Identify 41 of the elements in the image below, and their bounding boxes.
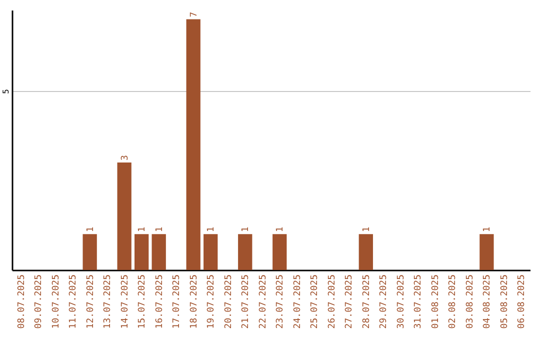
x-tick-label: 14.07.2025 — [120, 274, 130, 329]
data-label: 1 — [241, 226, 252, 232]
x-tick-label: 01.08.2025 — [430, 274, 441, 329]
x-tick-label: 20.07.2025 — [224, 274, 234, 329]
data-label: 1 — [86, 226, 96, 232]
x-tick-label: 29.07.2025 — [379, 274, 390, 329]
x-tick-label: 04.08.2025 — [482, 274, 493, 329]
data-label: 1 — [206, 226, 217, 232]
data-label: 1 — [154, 226, 165, 232]
data-label: 1 — [482, 226, 493, 232]
x-tick-label: 26.07.2025 — [327, 274, 338, 329]
x-tick-label: 31.07.2025 — [414, 274, 424, 329]
data-label: 3 — [120, 155, 130, 161]
x-tick-label: 30.07.2025 — [396, 274, 406, 329]
x-tick-label: 10.07.2025 — [51, 274, 62, 329]
x-tick-label: 23.07.2025 — [276, 274, 286, 329]
data-label: 1 — [138, 226, 148, 232]
x-tick-label: 09.07.2025 — [34, 274, 44, 329]
data-label: 7 — [189, 12, 200, 18]
x-tick-label: 16.07.2025 — [154, 274, 165, 329]
x-tick-label: 19.07.2025 — [206, 274, 217, 329]
x-tick-label: 28.07.2025 — [362, 274, 372, 329]
x-tick-label: 18.07.2025 — [189, 274, 200, 329]
x-tick-label: 17.07.2025 — [172, 274, 182, 329]
x-tick-label: 08.07.2025 — [16, 274, 27, 329]
x-tick-label: 15.07.2025 — [138, 274, 148, 329]
x-tick-label: 27.07.2025 — [344, 274, 355, 329]
x-tick-label: 25.07.2025 — [310, 274, 320, 329]
x-tick-label: 13.07.2025 — [103, 274, 114, 329]
x-tick-label: 12.07.2025 — [86, 274, 96, 329]
x-tick-label: 02.08.2025 — [448, 274, 458, 329]
x-tick-label: 22.07.2025 — [258, 274, 268, 329]
x-tick-label: 21.07.2025 — [241, 274, 252, 329]
y-tick-label: 5 — [2, 88, 10, 94]
x-tick-label: 24.07.2025 — [292, 274, 303, 329]
x-tick-label: 11.07.2025 — [68, 274, 79, 329]
data-label: 1 — [362, 226, 372, 232]
x-tick-label: 06.08.2025 — [517, 274, 528, 329]
data-label: 1 — [276, 226, 286, 232]
x-tick-label: 05.08.2025 — [500, 274, 510, 329]
x-tick-label: 03.08.2025 — [465, 274, 476, 329]
